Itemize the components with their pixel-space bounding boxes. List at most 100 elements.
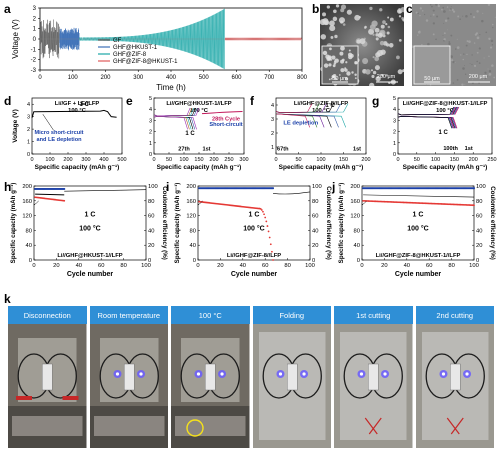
annotation: and LE depletion (36, 137, 82, 143)
cycle-label: 1st (202, 147, 210, 153)
ytick-label: 5 (149, 96, 152, 102)
ytick-label: 1 (27, 140, 30, 146)
xtick-label: 150 (450, 157, 459, 163)
y2axis-label: Coulombic efficiency (%) (489, 186, 496, 260)
charge-curve (154, 108, 192, 116)
ytick-label: 0 (29, 258, 32, 264)
y2tick-label: 40 (148, 228, 154, 234)
panel-i-cycling: 0 20 40 60 80 10004080120160200020406080100Cy… (172, 182, 334, 290)
y2tick-label: 40 (476, 228, 482, 234)
panel-a-xtick: 100 (68, 75, 79, 81)
panel-k-photo-strip: Disconnection Room temperature 100 °C Foldi… (8, 306, 496, 448)
photo-caption: Room temperature (90, 306, 169, 324)
xtick-label: 400 (99, 157, 108, 163)
ytick-label: 1 (393, 141, 396, 147)
panel-a-xtick: 500 (199, 75, 210, 81)
temp-label: 100 °C (407, 224, 428, 232)
ytick-label: 1 (271, 145, 274, 151)
xaxis-label: Cycle number (231, 271, 278, 278)
capacity-black (363, 195, 474, 197)
xtick-label: 100 (431, 157, 440, 163)
ce-tail (273, 192, 310, 194)
y2tick-label: 60 (312, 214, 318, 220)
panel-a-ytick: 0 (33, 37, 37, 43)
panel-a-legend-entry: GHF@HKUST-1 (113, 45, 158, 51)
panel-a-legend-entry: GHF@ZIF-8 (113, 52, 147, 58)
y2tick-label: 100 (148, 184, 158, 190)
panel-label-b: b (312, 2, 319, 16)
capacity-point (263, 213, 265, 215)
panel-a-yticks: -3-2-10123 (31, 6, 40, 74)
discharge-curve (398, 116, 456, 128)
y2tick-label: 40 (312, 228, 318, 234)
discharge-curve (398, 116, 452, 128)
panel-a-ytick: 2 (33, 16, 37, 22)
photo-caption: 100 °C (171, 306, 250, 324)
xtick-label: 200 (361, 157, 370, 163)
xtick-label: 40 (76, 263, 82, 269)
rate-label: 1 C (325, 103, 335, 109)
ytick-label: 3 (27, 115, 30, 121)
xtick-label: 80 (448, 263, 454, 269)
capacity-point (63, 200, 65, 202)
photo-5: 1st cutting (334, 306, 413, 448)
panel-a-xticks: 0 100 200 300 400 500 600 700 800 (38, 70, 307, 81)
yaxis-label: Voltage (V) (12, 109, 19, 142)
ce-tail (64, 190, 146, 191)
y2tick-label: 0 (148, 258, 151, 264)
xtick-label: 60 (262, 263, 268, 269)
xtick-label: 200 (469, 157, 478, 163)
xaxis-label: Specific capacity (mAh g⁻¹) (157, 164, 242, 171)
panel-a-xlabel: Time (h) (156, 83, 186, 92)
ytick-label: 160 (350, 199, 360, 205)
xtick-label: 60 (426, 263, 432, 269)
panel-a-ytick: -1 (31, 47, 37, 53)
panel-a-voltage-time-chart: -3 -2 -1 0 1 2 3 0 100 200 300 400 500 600 700 800 Vol… (10, 4, 308, 92)
ytick-label: 4 (149, 107, 152, 113)
xaxis-label: Specific capacity (mAh g⁻¹) (403, 164, 488, 171)
y2axis-label: Coulombic efficiency (%) (325, 186, 332, 260)
y2axis-label: Coulombic efficiency (%) (161, 186, 168, 260)
ytick-label: 0 (27, 152, 30, 158)
xtick-label: 80 (120, 263, 126, 269)
photo-2: Room temperature (90, 306, 169, 448)
ytick-label: 4 (393, 107, 396, 113)
cycle-label: 1st (353, 147, 361, 153)
discharge-curve (398, 116, 454, 128)
cycle-label: 100th (443, 146, 458, 152)
y2tick-label: 0 (476, 258, 479, 264)
ytick-label: 5 (393, 96, 396, 102)
annotation: Micro short-circuit (34, 130, 83, 136)
ytick-label: 40 (26, 243, 32, 249)
xtick-label: 150 (339, 157, 348, 163)
frame (362, 186, 474, 260)
capacity-point (269, 237, 271, 239)
sem-c-inset-scale: 50 μm (424, 76, 440, 82)
ytick-label: 120 (22, 214, 32, 220)
y2tick-label: 0 (312, 258, 315, 264)
capacity-point (264, 217, 266, 219)
xtick-label: 50 (414, 157, 420, 163)
capacity-point (268, 231, 270, 233)
capacity-point (261, 209, 263, 211)
sem-b-inset-scale: 50 μm (332, 76, 348, 82)
xtick-label: 200 (209, 157, 218, 163)
panel-a-xtick: 200 (100, 75, 111, 81)
discharge-curve (398, 116, 455, 128)
temp-label: 100 °C (79, 224, 100, 232)
xtick-label: 500 (117, 157, 126, 163)
rate-label: 1 C (413, 211, 424, 218)
xtick-label: 0 (360, 263, 363, 269)
panel-a-xtick: 300 (133, 75, 144, 81)
xtick-label: 20 (381, 263, 387, 269)
ytick-label: 0 (357, 258, 360, 264)
sem-b-scale: 200 μm (377, 74, 396, 80)
panel-a-ytick: 3 (33, 6, 37, 12)
chart-title: Li//GHF@ZIF-8@HKUST-1//LFP (403, 101, 488, 107)
ce-point (473, 187, 475, 189)
ytick-label: 160 (186, 199, 196, 205)
xtick-label: 250 (487, 157, 496, 163)
ytick-label: 160 (22, 199, 32, 205)
panel-a-legend-entry: GHF@ZIF-8@HKUST-1 (113, 59, 178, 65)
y2tick-label: 80 (476, 199, 482, 205)
